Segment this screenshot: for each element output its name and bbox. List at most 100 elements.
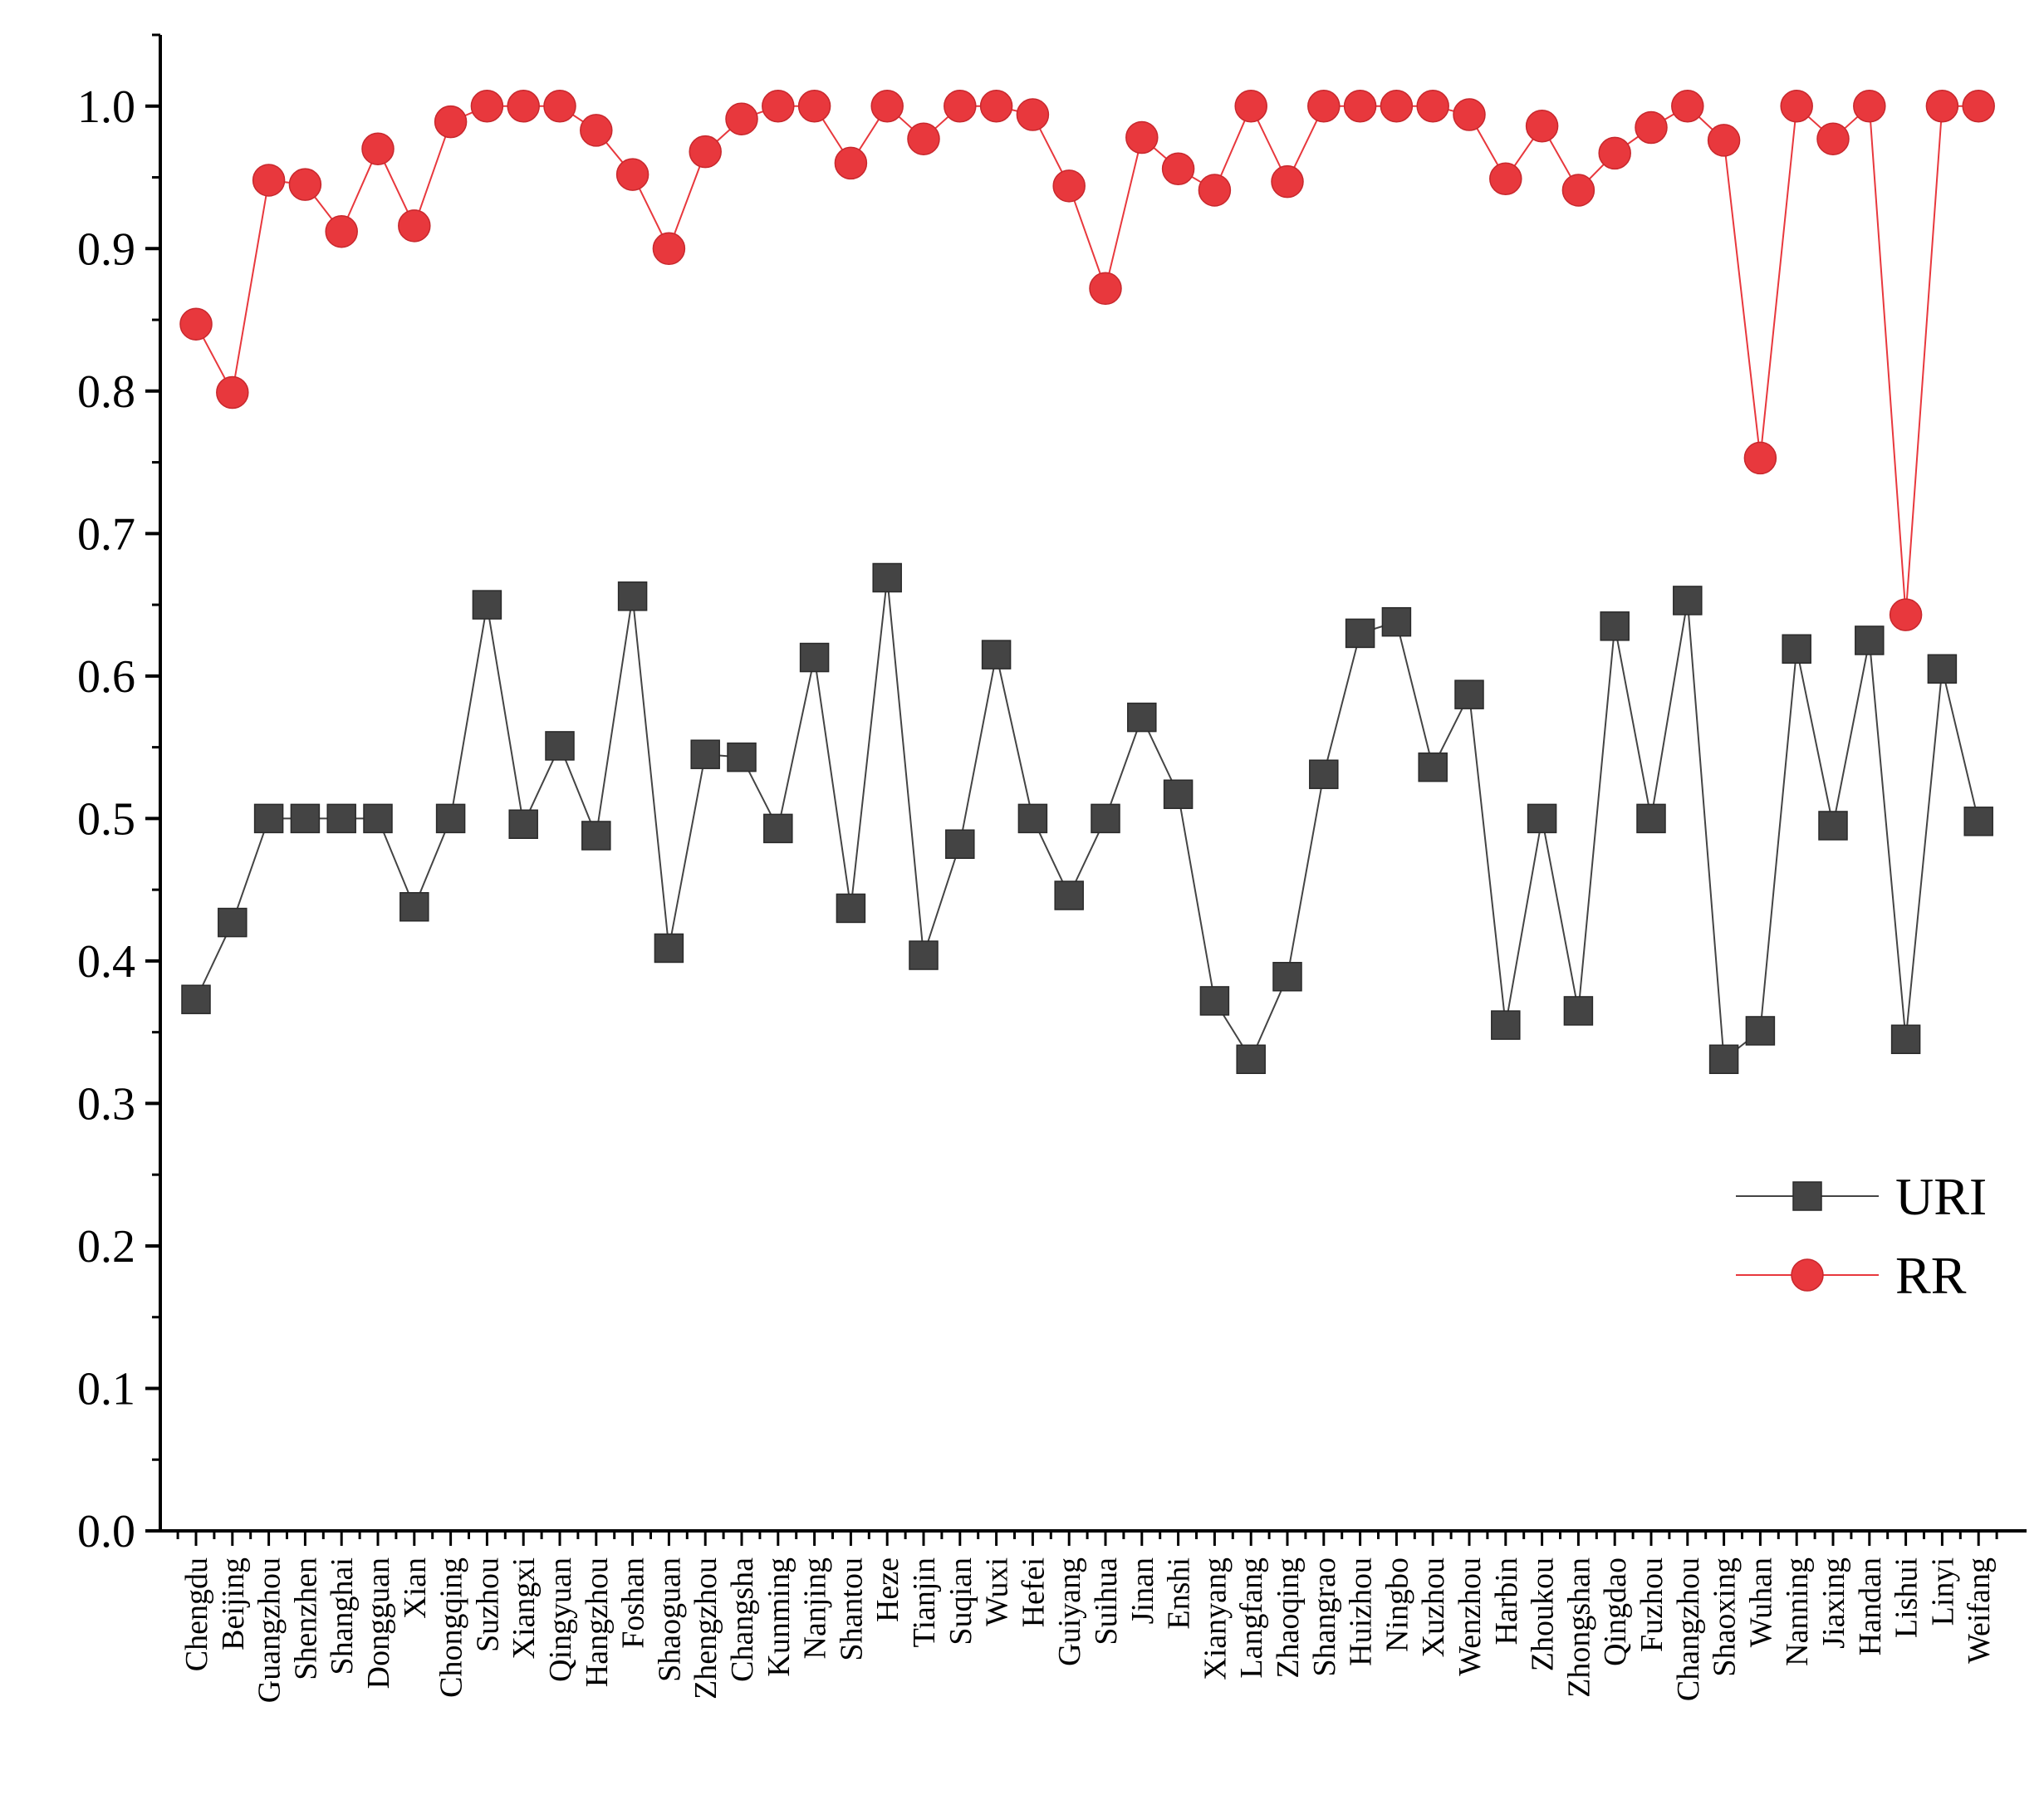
data-point-rr bbox=[1016, 98, 1050, 131]
data-point-uri bbox=[1017, 803, 1048, 834]
x-tick-label: Suihua bbox=[1089, 1557, 1124, 1646]
x-tick-label: Langfang bbox=[1234, 1557, 1269, 1679]
data-point-uri bbox=[1418, 752, 1448, 782]
x-tick-label: Zhongshan bbox=[1561, 1557, 1596, 1698]
data-point-uri bbox=[1745, 1016, 1776, 1046]
data-point-rr bbox=[507, 90, 540, 123]
data-point-rr bbox=[870, 90, 904, 123]
data-point-rr bbox=[1089, 272, 1122, 306]
x-tick-label: Hangzhou bbox=[580, 1557, 615, 1687]
x-tick-label: Suqian bbox=[944, 1557, 978, 1646]
x-tick-label: Zhaoqing bbox=[1271, 1557, 1306, 1679]
data-point-rr bbox=[1271, 164, 1304, 199]
x-tick-label: Nanning bbox=[1780, 1557, 1815, 1666]
x-tick-label: Foshan bbox=[616, 1557, 651, 1649]
data-point-uri bbox=[617, 581, 648, 611]
data-point-uri bbox=[1855, 625, 1885, 655]
data-point-uri bbox=[1782, 634, 1811, 665]
data-point-rr bbox=[1707, 124, 1741, 157]
data-point-uri bbox=[545, 731, 575, 761]
data-point-uri bbox=[1272, 962, 1302, 992]
data-point-uri bbox=[1927, 654, 1958, 684]
data-point-uri bbox=[435, 803, 466, 834]
data-point-rr bbox=[1489, 162, 1522, 195]
data-point-rr bbox=[689, 135, 722, 169]
x-tick-label: Guangzhou bbox=[252, 1557, 287, 1703]
data-point-uri bbox=[1818, 811, 1848, 841]
data-point-rr bbox=[325, 214, 358, 248]
data-point-uri bbox=[799, 642, 830, 673]
data-point-uri bbox=[253, 803, 284, 834]
data-point-rr bbox=[725, 102, 758, 135]
y-tick-label: 0.8 bbox=[77, 366, 135, 418]
data-point-rr bbox=[907, 122, 940, 155]
x-tick-label: Shanghai bbox=[325, 1557, 360, 1675]
x-tick-label: Shangrao bbox=[1307, 1557, 1342, 1677]
data-point-rr bbox=[1453, 98, 1486, 131]
data-point-rr bbox=[1307, 90, 1341, 123]
data-point-uri bbox=[1527, 803, 1557, 834]
data-point-rr bbox=[1780, 90, 1813, 123]
data-point-uri bbox=[727, 742, 757, 772]
data-point-rr bbox=[1853, 90, 1886, 123]
data-point-rr bbox=[1561, 174, 1595, 207]
legend-label-rr: RR bbox=[1895, 1246, 1967, 1305]
data-point-uri bbox=[1345, 618, 1375, 649]
x-tick-label: Shaoxing bbox=[1708, 1557, 1743, 1677]
data-point-uri bbox=[872, 562, 902, 593]
data-point-rr bbox=[1161, 152, 1195, 185]
y-tick-label: 0.4 bbox=[77, 936, 135, 988]
x-tick-label: Lishui bbox=[1890, 1557, 1924, 1638]
data-point-uri bbox=[690, 739, 720, 769]
y-tick-label: 0.6 bbox=[77, 651, 135, 703]
data-point-rr bbox=[179, 307, 213, 341]
x-tick-label: Handan bbox=[1853, 1557, 1888, 1655]
x-tick-label: Harbin bbox=[1489, 1557, 1524, 1646]
data-point-rr bbox=[1343, 90, 1377, 123]
x-tick-label: Jiaxing bbox=[1816, 1557, 1851, 1649]
data-point-rr bbox=[398, 209, 431, 243]
data-point-rr bbox=[944, 90, 977, 123]
x-tick-label: Chengdu bbox=[179, 1557, 214, 1671]
x-tick-label: Fuzhou bbox=[1635, 1557, 1669, 1652]
data-point-uri bbox=[1199, 986, 1230, 1016]
x-tick-label: Xiangxi bbox=[507, 1557, 542, 1659]
data-point-rr bbox=[1671, 90, 1704, 123]
data-point-rr bbox=[434, 105, 468, 139]
data-point-uri bbox=[472, 590, 502, 620]
series-line-rr bbox=[195, 104, 1979, 616]
x-tick-label: Wenzhou bbox=[1453, 1557, 1488, 1676]
data-point-rr bbox=[615, 158, 649, 191]
data-point-rr bbox=[1925, 90, 1959, 123]
data-point-rr bbox=[652, 232, 686, 266]
x-tick-label: Qingyuan bbox=[543, 1557, 578, 1682]
x-tick-label: Shaoguan bbox=[652, 1557, 687, 1682]
x-tick-label: Xian bbox=[398, 1557, 433, 1619]
data-point-rr bbox=[1962, 90, 1995, 123]
y-tick-label: 0.7 bbox=[77, 508, 135, 560]
x-tick-label: Changsha bbox=[725, 1557, 760, 1682]
data-point-rr bbox=[1380, 90, 1414, 123]
x-tick-label: Guiyang bbox=[1052, 1557, 1087, 1666]
x-tick-label: Enshi bbox=[1162, 1557, 1197, 1630]
legend-label-uri: URI bbox=[1895, 1167, 1987, 1226]
data-point-rr bbox=[1635, 110, 1668, 145]
y-tick-label: 0.1 bbox=[77, 1363, 135, 1415]
x-tick-label: Huizhou bbox=[1344, 1557, 1379, 1666]
data-point-rr bbox=[1052, 169, 1086, 203]
data-point-rr bbox=[834, 146, 868, 180]
x-tick-label: Xuzhou bbox=[1416, 1557, 1451, 1657]
x-tick-label: Weifang bbox=[1962, 1557, 1997, 1664]
x-tick-label: Suzhou bbox=[470, 1557, 505, 1652]
y-tick-label: 1.0 bbox=[77, 81, 135, 133]
data-point-uri bbox=[1600, 611, 1630, 641]
y-tick-label: 0.5 bbox=[77, 793, 135, 845]
data-point-uri bbox=[1381, 606, 1412, 637]
y-tick-label: 0.3 bbox=[77, 1078, 135, 1130]
data-point-uri bbox=[290, 803, 321, 834]
data-point-uri bbox=[1963, 807, 1993, 836]
x-tick-label: Zhengzhou bbox=[689, 1557, 723, 1699]
x-tick-label: Tianjin bbox=[907, 1557, 942, 1647]
data-point-uri bbox=[1309, 759, 1339, 789]
y-tick-label: 0.9 bbox=[77, 223, 135, 275]
